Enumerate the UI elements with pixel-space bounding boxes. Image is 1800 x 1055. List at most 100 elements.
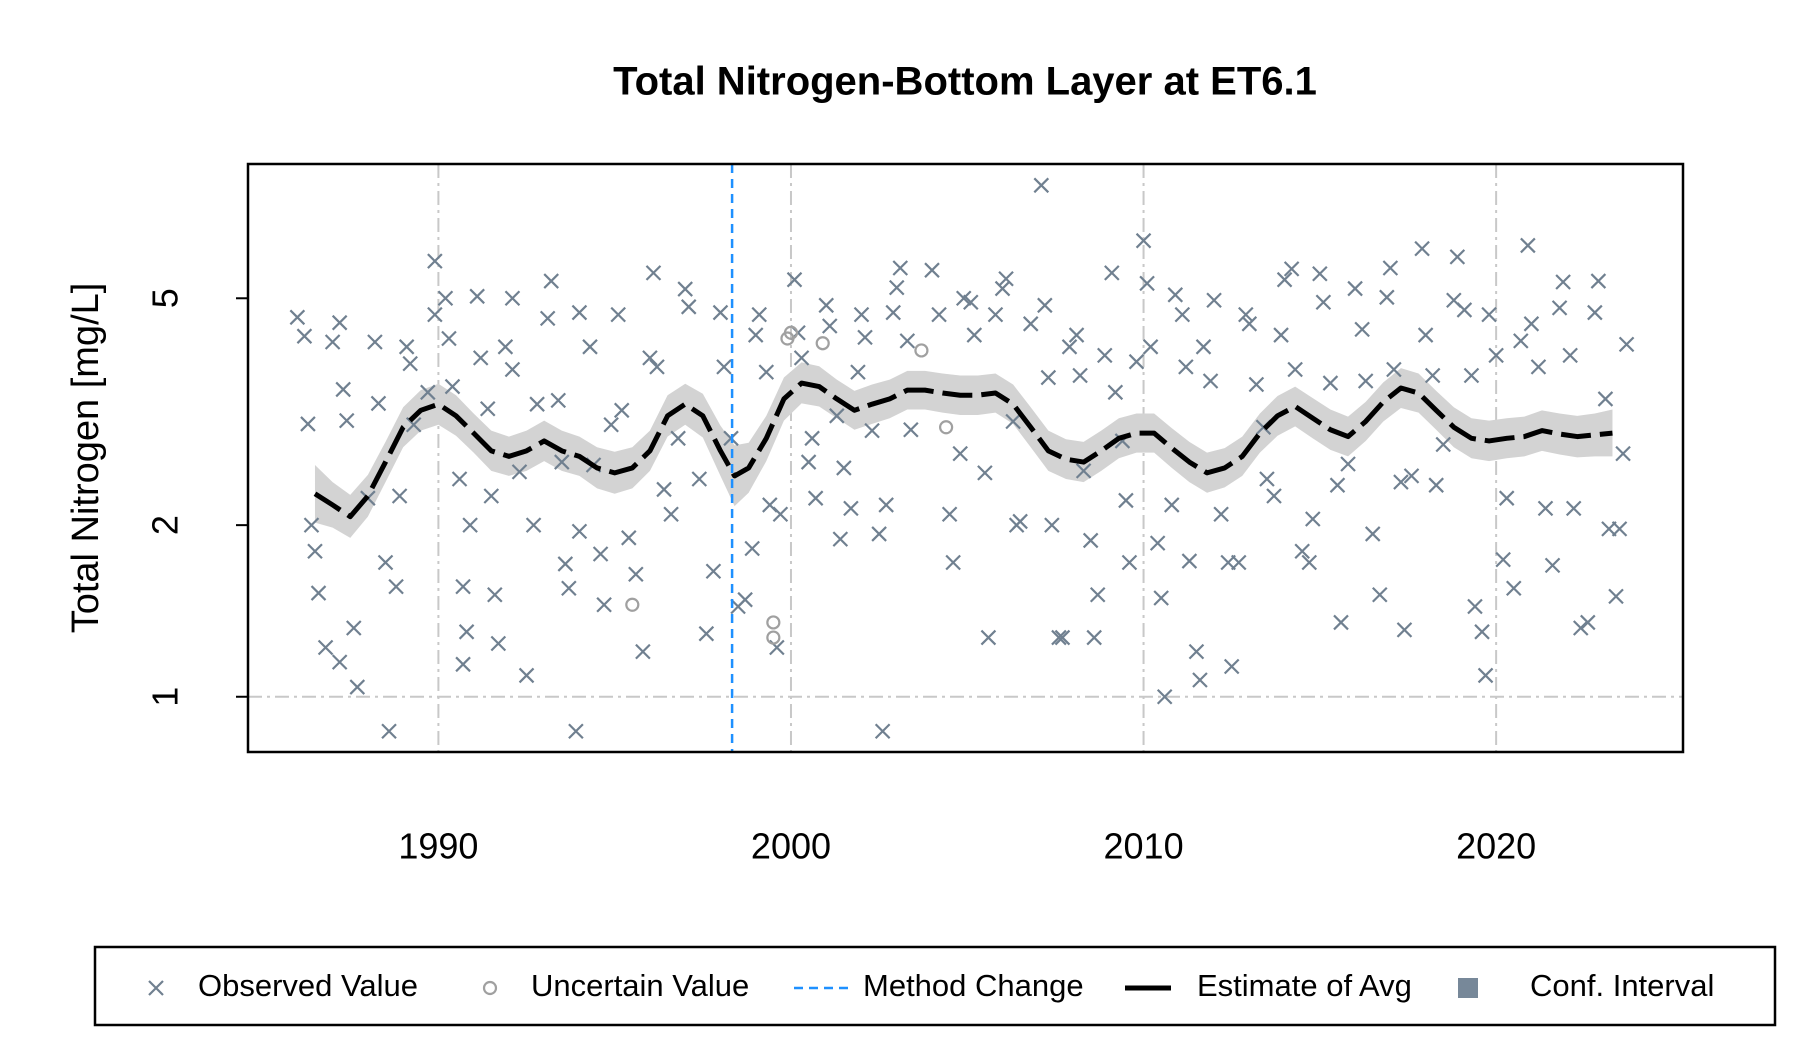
observed-point xyxy=(1135,232,1152,249)
observed-point xyxy=(698,625,715,642)
observed-point xyxy=(1223,658,1240,675)
observed-point xyxy=(1068,327,1085,343)
observed-point xyxy=(539,310,556,327)
observed-point xyxy=(1333,614,1349,631)
observed-point xyxy=(807,490,824,506)
observed-point xyxy=(1322,375,1339,391)
y-tick-label: 5 xyxy=(145,288,186,308)
observed-point xyxy=(966,327,983,343)
observed-point xyxy=(1551,300,1568,316)
observed-point xyxy=(1590,273,1607,289)
observed-point xyxy=(296,328,313,344)
uncertain-point xyxy=(783,325,799,340)
observed-point xyxy=(497,339,514,355)
observed-point xyxy=(1248,376,1265,393)
observed-point xyxy=(1075,463,1092,479)
observed-point xyxy=(1618,336,1635,353)
observed-point xyxy=(649,359,665,375)
observed-point xyxy=(716,359,732,375)
legend-label: Observed Value xyxy=(198,968,418,1003)
observed-point xyxy=(945,554,961,571)
observed-point xyxy=(557,556,574,572)
observed-point xyxy=(1611,521,1628,537)
observed-point xyxy=(1372,586,1388,603)
observed-point xyxy=(931,306,947,323)
observed-point xyxy=(1096,347,1113,364)
observed-point xyxy=(561,580,577,597)
observed-point xyxy=(1498,490,1515,506)
confidence-band xyxy=(314,362,1613,538)
observed-point xyxy=(1467,598,1483,615)
uncertain-point xyxy=(815,336,830,351)
observed-point xyxy=(1037,297,1053,314)
observed-point xyxy=(850,364,866,380)
observed-point xyxy=(1149,535,1166,551)
observed-point xyxy=(772,506,789,523)
observed-point xyxy=(427,306,443,323)
x-tick-label: 1990 xyxy=(398,826,478,867)
observed-point xyxy=(1005,413,1021,430)
estimate-line xyxy=(313,380,1613,520)
observed-point xyxy=(1301,554,1318,571)
observed-point xyxy=(832,531,849,547)
observed-point xyxy=(1329,477,1346,493)
observed-point xyxy=(1206,292,1222,309)
observed-point xyxy=(952,445,968,462)
observed-point xyxy=(487,586,503,603)
observed-point xyxy=(1107,384,1124,401)
observed-point xyxy=(1565,500,1582,517)
observed-point xyxy=(955,290,972,307)
observed-point xyxy=(455,578,471,595)
observed-point xyxy=(628,566,644,583)
uncertain-point xyxy=(625,597,640,612)
observed-point xyxy=(864,422,880,439)
observed-point xyxy=(571,523,588,540)
legend-label: Estimate of Avg xyxy=(1197,968,1412,1003)
observed-point xyxy=(1340,456,1356,472)
plot-frame xyxy=(246,162,1685,754)
observed-point xyxy=(1033,177,1050,194)
observed-point xyxy=(1118,492,1134,509)
observed-point xyxy=(677,281,693,297)
observed-point xyxy=(441,330,457,347)
legend-key xyxy=(1458,978,1478,998)
legend-box xyxy=(93,945,1777,1027)
observed-point xyxy=(444,378,461,395)
observed-point xyxy=(388,578,404,595)
observed-point xyxy=(483,488,500,504)
observed-point xyxy=(462,517,478,533)
observed-point xyxy=(1354,321,1370,338)
observed-point xyxy=(1386,361,1402,378)
observed-point xyxy=(349,679,366,695)
observed-point xyxy=(391,488,408,504)
observed-point xyxy=(1580,614,1596,631)
observed-point xyxy=(1128,353,1145,370)
observed-point xyxy=(1393,474,1409,490)
observed-point xyxy=(786,271,803,288)
observed-point xyxy=(1072,367,1088,384)
observed-point xyxy=(490,635,507,652)
observed-point xyxy=(800,454,817,470)
observed-point xyxy=(1238,306,1254,323)
observed-point xyxy=(437,290,454,307)
observed-point xyxy=(680,299,697,315)
observed-point xyxy=(1520,237,1536,254)
observed-point xyxy=(1121,554,1138,571)
x-tick-label: 2000 xyxy=(751,826,831,867)
observed-point xyxy=(1294,543,1310,560)
observed-point xyxy=(331,314,348,331)
observed-point xyxy=(335,381,351,398)
observed-point xyxy=(1012,513,1028,530)
observed-point xyxy=(1488,347,1504,364)
observed-point xyxy=(571,304,588,321)
observed-point xyxy=(751,306,768,323)
observed-point xyxy=(511,464,528,480)
observed-point xyxy=(300,416,316,432)
observed-point xyxy=(1474,624,1490,640)
observed-point xyxy=(1181,553,1198,569)
observed-point xyxy=(1505,580,1522,597)
y-axis-label: Total Nitrogen [mg/L] xyxy=(65,283,107,634)
observed-point xyxy=(1287,361,1303,378)
observed-point xyxy=(1456,302,1473,318)
